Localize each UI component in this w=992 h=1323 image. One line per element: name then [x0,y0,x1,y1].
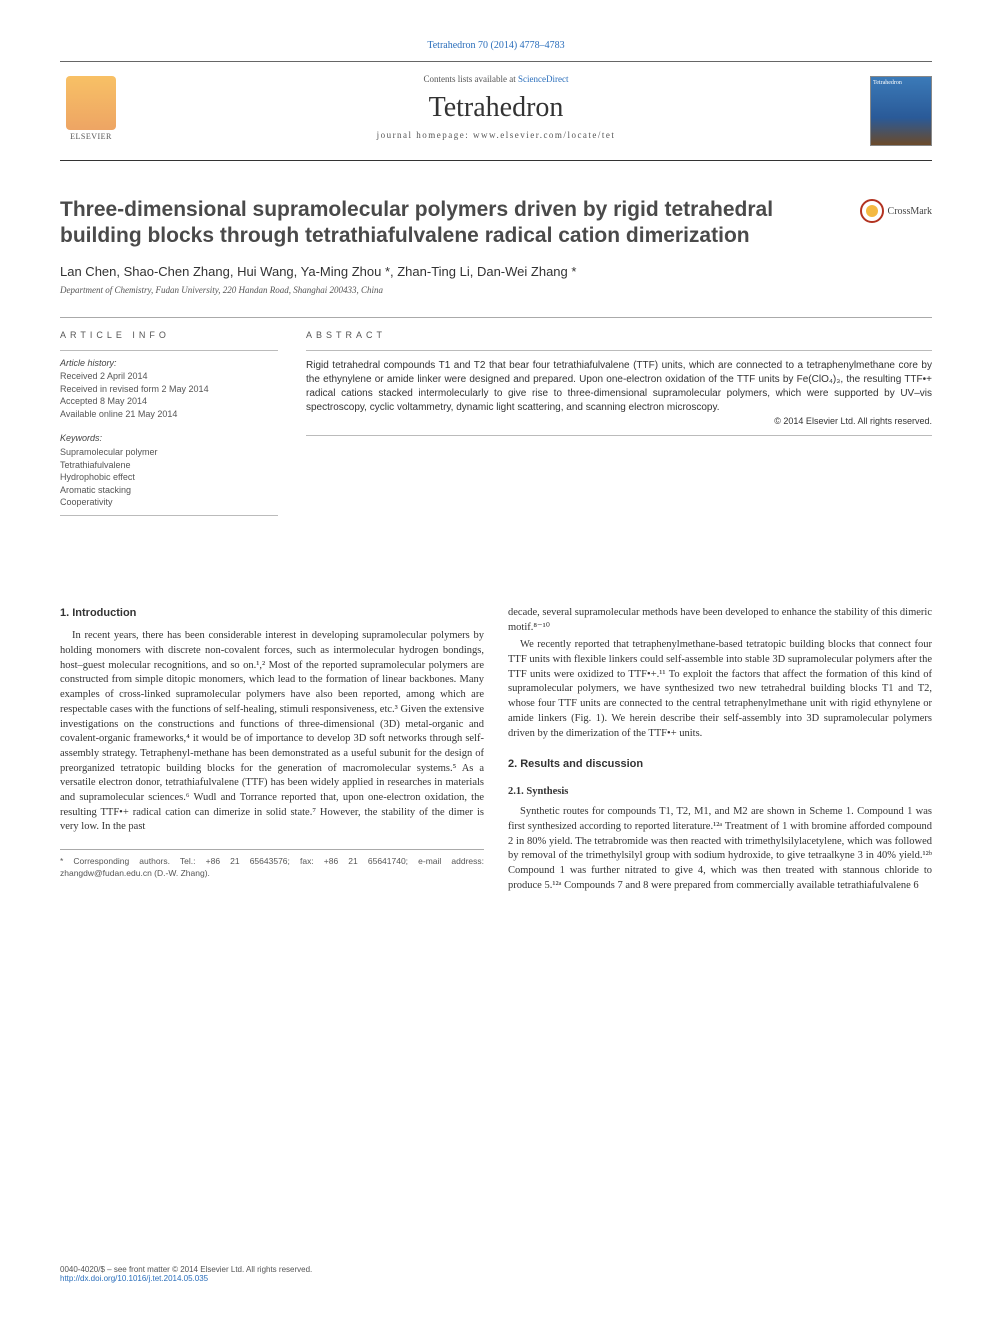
contents-line: Contents lists available at ScienceDirec… [60,74,932,84]
intro-heading: 1. Introduction [60,606,484,621]
intro-paragraph: In recent years, there has been consider… [60,629,484,835]
history-heading: Article history: [60,357,278,370]
journal-name: Tetrahedron [60,92,932,124]
doi-link[interactable]: http://dx.doi.org/10.1016/j.tet.2014.05.… [60,1274,932,1283]
keyword: Cooperativity [60,496,278,509]
history-line: Received 2 April 2014 [60,370,278,383]
info-abstract-row: ARTICLE INFO Article history: Received 2… [60,317,932,517]
elsevier-logo: ELSEVIER [60,76,122,146]
keywords-block: Keywords: Supramolecular polymer Tetrath… [60,432,278,516]
abstract: ABSTRACT Rigid tetrahedral compounds T1 … [306,330,932,517]
abstract-label: ABSTRACT [306,330,932,340]
crossmark-label: CrossMark [888,206,932,217]
article-info-label: ARTICLE INFO [60,330,278,340]
crossmark-icon [860,199,884,223]
keyword: Hydrophobic effect [60,471,278,484]
abstract-text: Rigid tetrahedral compounds T1 and T2 th… [306,350,932,437]
history-line: Available online 21 May 2014 [60,408,278,421]
history-line: Accepted 8 May 2014 [60,395,278,408]
masthead: ELSEVIER Contents lists available at Sci… [60,61,932,161]
journal-cover-thumb: Tetrahedron [870,76,932,146]
intro-continued: decade, several supramolecular methods h… [508,606,932,635]
corresp-text: * Corresponding authors. Tel.: +86 21 65… [60,856,484,877]
citation-line: Tetrahedron 70 (2014) 4778–4783 [60,40,932,51]
sciencedirect-link[interactable]: ScienceDirect [518,74,568,84]
journal-homepage: journal homepage: www.elsevier.com/locat… [60,130,932,140]
intro-paragraph-2: We recently reported that tetraphenylmet… [508,638,932,741]
elsevier-tree-icon [66,76,116,130]
results-heading: 2. Results and discussion [508,757,932,772]
journal-cover-label: Tetrahedron [871,77,931,89]
history-line: Received in revised form 2 May 2014 [60,383,278,396]
affiliation: Department of Chemistry, Fudan Universit… [60,285,932,295]
body-col-left: 1. Introduction In recent years, there h… [60,606,484,896]
abstract-copyright: © 2014 Elsevier Ltd. All rights reserved… [306,415,932,428]
corresponding-footnote: * Corresponding authors. Tel.: +86 21 65… [60,849,484,879]
article-info: ARTICLE INFO Article history: Received 2… [60,330,278,517]
article-head: CrossMark Three-dimensional supramolecul… [60,197,932,295]
abstract-body: Rigid tetrahedral compounds T1 and T2 th… [306,360,932,413]
elsevier-label: ELSEVIER [70,132,112,141]
keyword: Tetrathiafulvalene [60,459,278,472]
keyword: Aromatic stacking [60,484,278,497]
body-col-right: decade, several supramolecular methods h… [508,606,932,896]
keywords-heading: Keywords: [60,432,278,445]
page-footer: 0040-4020/$ – see front matter © 2014 El… [60,1265,932,1283]
keyword: Supramolecular polymer [60,446,278,459]
synthesis-paragraph: Synthetic routes for compounds T1, T2, M… [508,805,932,893]
article-title: Three-dimensional supramolecular polymer… [60,197,830,250]
body-columns: 1. Introduction In recent years, there h… [60,606,932,896]
history-block: Article history: Received 2 April 2014 R… [60,350,278,421]
front-matter-line: 0040-4020/$ – see front matter © 2014 El… [60,1265,932,1274]
authors: Lan Chen, Shao-Chen Zhang, Hui Wang, Ya-… [60,264,932,279]
crossmark-badge[interactable]: CrossMark [860,199,932,223]
synthesis-heading: 2.1. Synthesis [508,785,932,800]
contents-prefix: Contents lists available at [424,74,516,84]
